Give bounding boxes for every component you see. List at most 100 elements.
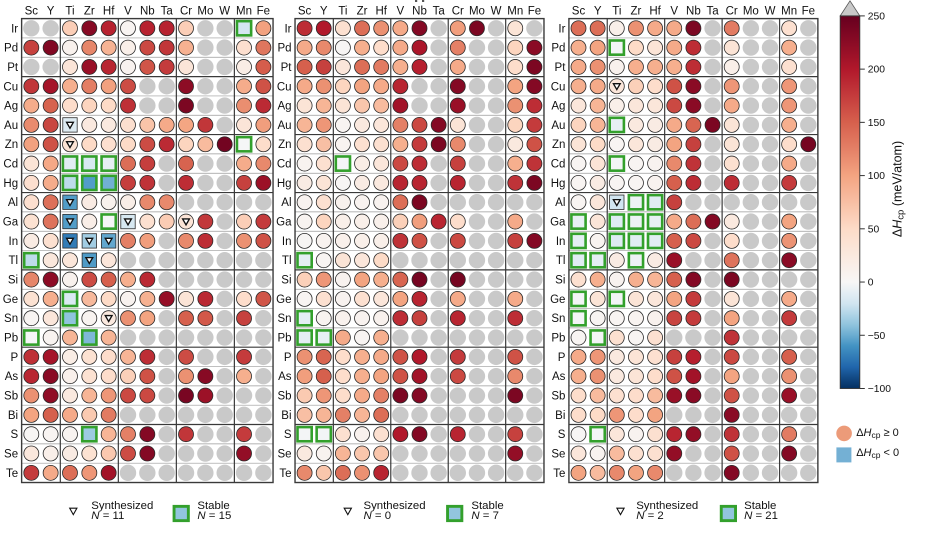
svg-text:Zr: Zr	[357, 6, 368, 18]
svg-text:V: V	[670, 6, 678, 18]
svg-text:Stable: Stable	[744, 500, 776, 512]
svg-text:Mo: Mo	[743, 6, 759, 18]
svg-text:Ta: Ta	[433, 6, 446, 18]
svg-text:Hf: Hf	[103, 6, 115, 18]
svg-text:Y: Y	[594, 6, 602, 18]
svg-text:Tl: Tl	[282, 255, 292, 267]
svg-text:As: As	[278, 371, 292, 383]
svg-text:200: 200	[868, 65, 885, 76]
svg-text:Pd: Pd	[551, 43, 565, 55]
svg-text:−50: −50	[868, 331, 886, 342]
svg-text:Ga: Ga	[3, 217, 19, 229]
svg-text:Ir: Ir	[558, 23, 565, 35]
svg-text:Bi: Bi	[281, 410, 291, 422]
svg-text:Zr: Zr	[631, 6, 642, 18]
svg-text:Zn: Zn	[5, 139, 18, 151]
svg-text:Al: Al	[281, 197, 291, 209]
svg-text:Nb: Nb	[412, 6, 427, 18]
svg-text:Ti: Ti	[612, 6, 621, 18]
svg-text:Y: Y	[47, 6, 55, 18]
svg-text:Hf: Hf	[375, 6, 387, 18]
svg-text:Ta: Ta	[161, 6, 174, 18]
svg-text:Tl: Tl	[556, 255, 566, 267]
svg-text:Mo: Mo	[469, 6, 485, 18]
svg-text:Fe: Fe	[802, 6, 815, 18]
svg-text:ΔHcp (meV/atom): ΔHcp (meV/atom)	[891, 141, 907, 237]
svg-text:Ir: Ir	[284, 23, 291, 35]
svg-text:Se: Se	[277, 449, 291, 461]
svg-text:Se: Se	[551, 449, 565, 461]
svg-text:Pd: Pd	[4, 43, 18, 55]
svg-text:Pt: Pt	[281, 62, 293, 74]
svg-text:In: In	[556, 236, 566, 248]
svg-text:P: P	[284, 352, 292, 364]
svg-text:Fe: Fe	[257, 6, 270, 18]
svg-text:Zn: Zn	[552, 139, 565, 151]
svg-text:Stable: Stable	[471, 500, 503, 512]
svg-text:Cd: Cd	[277, 159, 292, 171]
svg-text:Tl: Tl	[9, 255, 19, 267]
svg-text:ΔHcp < 0: ΔHcp < 0	[856, 447, 899, 460]
svg-text:Cu: Cu	[551, 81, 566, 93]
svg-text:Ag: Ag	[277, 101, 291, 113]
svg-text:N = 0: N = 0	[364, 510, 392, 522]
svg-text:Sb: Sb	[4, 391, 18, 403]
svg-text:Te: Te	[279, 468, 291, 480]
svg-text:Stable: Stable	[197, 500, 229, 512]
svg-text:Mn: Mn	[781, 6, 797, 18]
svg-text:Cr: Cr	[726, 6, 738, 18]
svg-text:Si: Si	[8, 275, 18, 287]
svg-text:Synthesized: Synthesized	[91, 500, 153, 512]
svg-text:W: W	[765, 6, 776, 18]
svg-text:Au: Au	[277, 120, 291, 132]
svg-text:Synthesized: Synthesized	[636, 500, 698, 512]
svg-text:Al: Al	[8, 197, 18, 209]
svg-text:N = 15: N = 15	[197, 510, 231, 522]
svg-text:50: 50	[868, 224, 880, 235]
svg-text:Pb: Pb	[4, 333, 18, 345]
svg-text:Te: Te	[6, 468, 18, 480]
svg-text:Mo: Mo	[197, 6, 213, 18]
svg-text:Fe: Fe	[528, 6, 541, 18]
svg-text:N = 11: N = 11	[91, 510, 124, 522]
svg-text:Ga: Ga	[276, 217, 292, 229]
svg-text:Bi: Bi	[555, 410, 565, 422]
svg-text:V: V	[397, 6, 405, 18]
svg-text:As: As	[5, 371, 19, 383]
svg-text:In: In	[9, 236, 19, 248]
svg-text:Zn: Zn	[278, 139, 291, 151]
svg-text:Ga: Ga	[550, 217, 566, 229]
svg-text:Cu: Cu	[3, 81, 18, 93]
svg-text:Mn: Mn	[507, 6, 523, 18]
svg-text:ΔHcp ≥ 0: ΔHcp ≥ 0	[856, 427, 899, 440]
svg-text:Hf: Hf	[649, 6, 661, 18]
svg-text:Hg: Hg	[551, 178, 566, 190]
svg-text:Pb: Pb	[551, 333, 565, 345]
svg-text:V: V	[124, 6, 132, 18]
svg-text:Mn: Mn	[236, 6, 252, 18]
svg-text:Au: Au	[551, 120, 565, 132]
svg-text:Pd: Pd	[277, 43, 291, 55]
svg-text:P: P	[10, 352, 18, 364]
svg-text:Cd: Cd	[551, 159, 566, 171]
svg-text:Au: Au	[4, 120, 18, 132]
svg-text:Pt: Pt	[555, 62, 567, 74]
svg-text:Ir: Ir	[11, 23, 18, 35]
svg-text:250: 250	[868, 12, 885, 23]
svg-text:Sn: Sn	[551, 313, 565, 325]
svg-text:Sc: Sc	[298, 6, 312, 18]
svg-text:N = 2: N = 2	[636, 510, 664, 522]
svg-text:Ag: Ag	[4, 101, 18, 113]
svg-text:Nb: Nb	[686, 6, 701, 18]
svg-text:P: P	[558, 352, 566, 364]
svg-text:As: As	[552, 371, 566, 383]
svg-text:W: W	[219, 6, 230, 18]
svg-text:150: 150	[868, 118, 885, 129]
svg-text:Hg: Hg	[3, 178, 18, 190]
svg-text:W: W	[491, 6, 502, 18]
svg-text:Sb: Sb	[551, 391, 565, 403]
svg-text:Sc: Sc	[25, 6, 39, 18]
svg-text:Se: Se	[4, 449, 18, 461]
svg-text:Hg: Hg	[277, 178, 292, 190]
svg-text:Ge: Ge	[3, 294, 18, 306]
